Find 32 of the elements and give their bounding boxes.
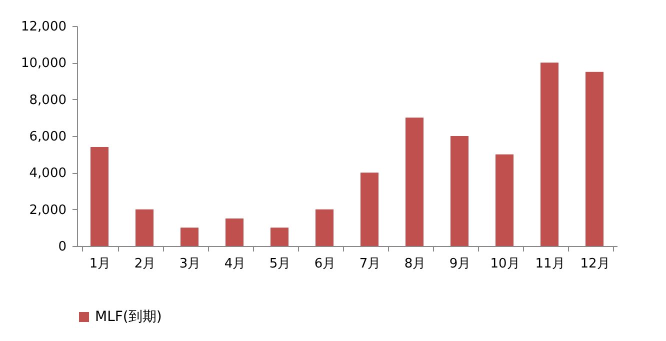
bar bbox=[270, 228, 288, 246]
bar bbox=[136, 209, 154, 246]
x-tick-label: 6月 bbox=[314, 256, 336, 272]
bar bbox=[316, 209, 334, 246]
x-tick-label: 9月 bbox=[449, 256, 471, 272]
bar bbox=[496, 154, 514, 246]
y-tick-label: 2,000 bbox=[29, 202, 66, 218]
bar bbox=[540, 62, 558, 246]
y-tick-label: 8,000 bbox=[29, 92, 66, 108]
y-tick-label: 0 bbox=[58, 240, 66, 254]
y-tick-label: 4,000 bbox=[29, 166, 66, 182]
legend-label: MLF(到期) bbox=[95, 309, 162, 325]
x-tick-label: 12月 bbox=[580, 256, 610, 272]
x-tick-label: 3月 bbox=[179, 256, 201, 272]
bar bbox=[90, 147, 108, 246]
bar bbox=[586, 72, 604, 246]
y-tick-label: 6,000 bbox=[29, 130, 66, 144]
x-tick-label: 10月 bbox=[490, 256, 520, 272]
y-tick-label: 10,000 bbox=[21, 56, 66, 72]
bar bbox=[226, 218, 244, 246]
bar bbox=[180, 228, 198, 246]
x-tick-label: 4月 bbox=[224, 256, 246, 272]
x-tick-label: 7月 bbox=[359, 256, 381, 272]
x-tick-label: 8月 bbox=[404, 256, 426, 272]
bar bbox=[406, 118, 424, 246]
x-tick-label: 11月 bbox=[535, 256, 565, 272]
bar bbox=[360, 172, 378, 246]
y-tick-label: 12,000 bbox=[21, 20, 66, 34]
x-tick-label: 2月 bbox=[134, 256, 156, 272]
x-tick-label: 5月 bbox=[269, 256, 291, 272]
bar bbox=[450, 136, 468, 246]
x-tick-label: 1月 bbox=[89, 256, 111, 272]
